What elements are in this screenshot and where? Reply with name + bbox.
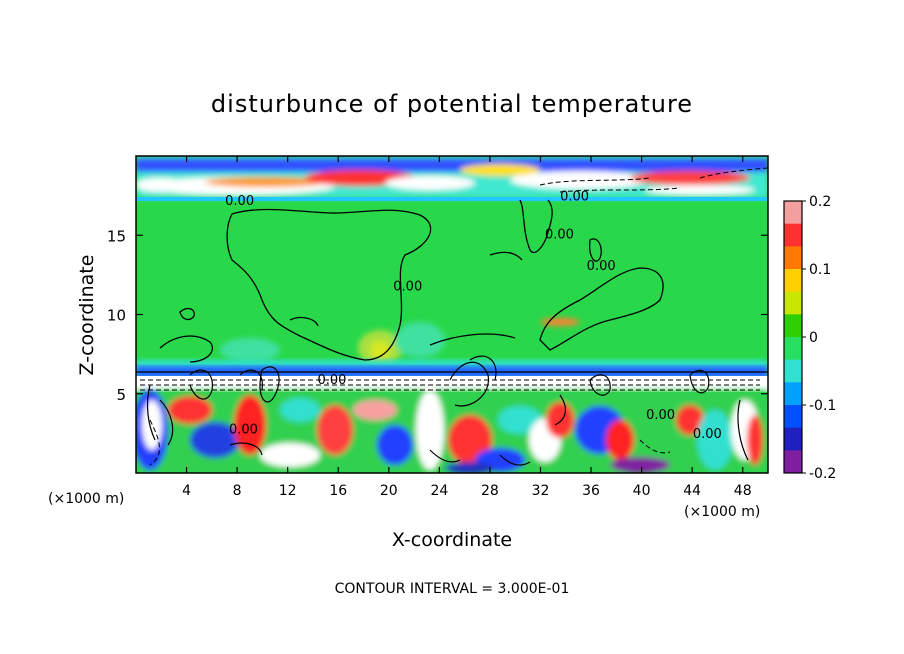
colorbar-swatch	[784, 314, 802, 338]
colorbar-swatch	[784, 337, 802, 361]
colorbar-tick-label: 0.2	[809, 194, 831, 210]
x-tick-label: 28	[481, 483, 499, 499]
colorbar-tick-label: 0.1	[809, 262, 831, 278]
contour-label: 0.00	[317, 373, 346, 388]
x-unit-left: (×1000 m)	[48, 491, 124, 507]
colorbar-swatch	[784, 382, 802, 406]
colorbar-tick-label: -0.1	[809, 398, 836, 414]
contour-lines	[136, 199, 768, 373]
x-tick-label: 48	[734, 483, 752, 499]
colorbar-swatch	[784, 405, 802, 429]
contour-label: 0.00	[229, 422, 258, 437]
x-tick-label: 4	[182, 483, 191, 499]
mid-features	[220, 318, 580, 366]
contour-label: 0.00	[545, 227, 574, 242]
x-tick-label: 24	[430, 483, 448, 499]
x-tick-label: 36	[582, 483, 600, 499]
x-tick-label: 12	[279, 483, 297, 499]
colorbar: 0.2 0.1 0 -0.1 -0.2	[783, 194, 836, 482]
lower-layer	[136, 390, 768, 473]
contour-label: 0.00	[646, 408, 675, 423]
y-tick-label: 10	[107, 307, 126, 325]
y-tick-label: 5	[116, 386, 126, 404]
x-tick-label: 8	[233, 483, 242, 499]
footer-contour-interval: CONTOUR INTERVAL = 3.000E-01	[335, 581, 570, 597]
y-axis: 5 10 15	[107, 227, 768, 404]
chart-title: disturbunce of potential temperature	[211, 90, 693, 118]
plot-area: 0.00 0.00 0.00 0.00 0.00 0.00 0.00 0.00 0.00	[136, 156, 768, 473]
y-tick-label: 15	[107, 227, 126, 245]
colorbar-swatch	[784, 450, 802, 474]
colorbar-tick-label: 0	[809, 330, 818, 346]
contour-label: 0.00	[393, 280, 422, 295]
colorbar-swatch	[784, 201, 802, 225]
dashed-contours	[140, 167, 768, 466]
x-tick-label: 44	[683, 483, 701, 499]
contour-label: 0.00	[560, 189, 589, 204]
x-tick-label: 20	[380, 483, 398, 499]
colorbar-swatch	[784, 246, 802, 270]
colorbar-tick-label: -0.2	[809, 466, 836, 482]
contour-label: 0.00	[225, 194, 254, 209]
x-tick-label: 40	[633, 483, 651, 499]
contour-label: 0.00	[693, 427, 722, 442]
solid-small-contours	[146, 355, 749, 466]
x-tick-label: 16	[329, 483, 347, 499]
colorbar-swatch	[784, 269, 802, 293]
contour-label: 0.00	[587, 259, 616, 274]
x-tick-label: 32	[532, 483, 550, 499]
upper-band	[136, 156, 768, 198]
x-axis: 4 8 12 16 20 24 28 32 36 40 44 48	[182, 156, 752, 499]
x-axis-title: X-coordinate	[392, 529, 512, 551]
colorbar-swatch	[784, 291, 802, 315]
y-axis-title: Z-coordinate	[76, 255, 98, 376]
colorbar-swatch	[784, 223, 802, 247]
colorbar-swatch	[784, 427, 802, 451]
colorbar-swatch	[784, 359, 802, 383]
x-unit-right: (×1000 m)	[684, 504, 760, 520]
contour-labels: 0.00 0.00 0.00 0.00 0.00 0.00 0.00 0.00 0.00	[225, 189, 722, 442]
